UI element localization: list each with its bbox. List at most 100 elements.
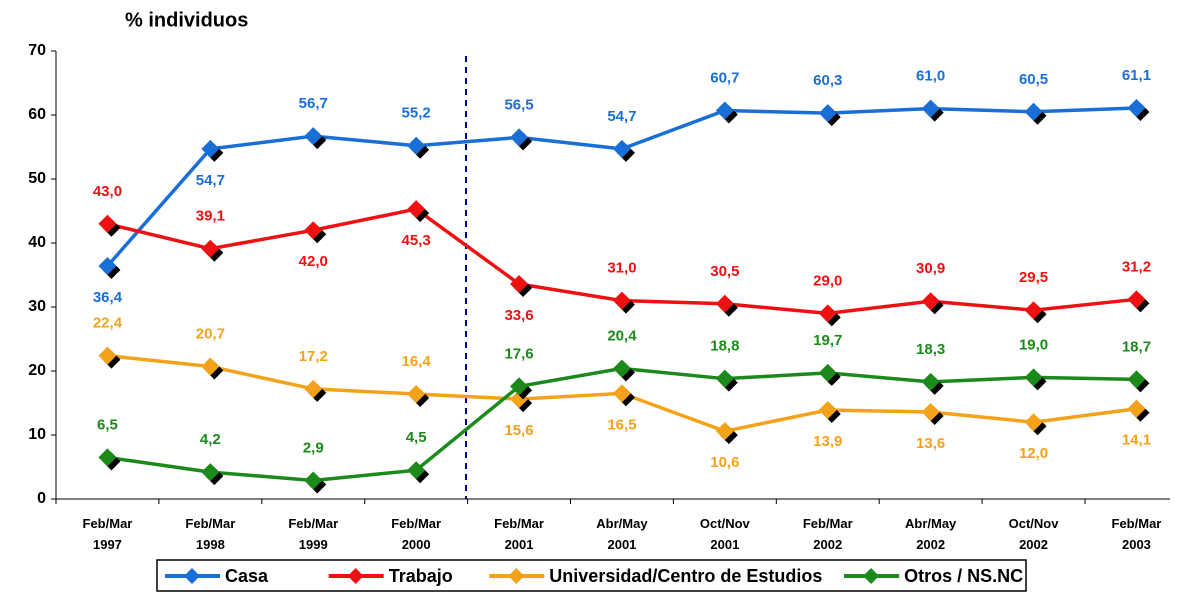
marker [715,422,734,441]
data-label: 16,4 [402,353,432,370]
x-tick-label: Abr/May 2001 [596,516,648,552]
data-label: 54,7 [607,108,636,125]
data-label: 10,6 [710,454,739,471]
data-label: 31,2 [1122,258,1151,275]
y-tick-label: 30 [28,298,46,315]
marker [715,369,734,388]
data-label: 30,9 [916,260,945,277]
legend-marker [184,568,200,584]
data-label: 20,4 [607,327,637,344]
data-label: 15,6 [504,422,533,439]
y-tick-label: 20 [28,362,46,379]
legend-marker [347,568,364,584]
data-label: 60,7 [710,69,739,86]
marker [818,401,837,420]
x-tick-label: Feb/Mar 2002 [803,516,853,552]
data-label: 18,8 [710,338,739,355]
data-label: 19,0 [1019,336,1048,353]
data-label: 54,7 [196,172,225,189]
data-label: 18,3 [916,341,945,358]
marker [1024,301,1043,320]
y-tick-label: 60 [28,106,46,123]
x-tick-label: Feb/Mar 1997 [83,516,133,552]
data-label: 2,9 [303,439,324,456]
marker [98,214,117,233]
data-label: 29,5 [1019,269,1048,286]
marker [98,346,117,365]
x-tick-label: Oct/Nov 2001 [700,516,751,552]
marker [407,461,426,480]
data-label: 56,5 [504,96,533,113]
data-label: 19,7 [813,332,842,349]
legend [156,559,1027,592]
marker [1024,368,1043,387]
marker [818,104,837,123]
legend-marker [863,568,880,584]
data-label: 42,0 [299,253,328,270]
marker [921,372,940,391]
legend-label: Universidad/Centro de Estudios [549,566,822,586]
marker [1024,413,1043,432]
legend-label: Trabajo [389,566,453,586]
marker [201,357,220,376]
data-label: 14,1 [1122,432,1151,449]
data-label: 60,5 [1019,71,1048,88]
marker [304,471,323,490]
marker [407,385,426,404]
data-label: 22,4 [93,315,123,332]
data-label: 31,0 [607,260,636,277]
marker [818,363,837,382]
y-tick-label: 10 [28,426,46,443]
data-label: 13,6 [916,435,945,452]
marker [407,136,426,155]
data-label: 4,5 [406,429,427,446]
data-label: 6,5 [97,416,118,433]
data-label: 13,9 [813,433,842,450]
data-label: 30,5 [710,263,739,280]
data-label: 45,3 [402,232,431,249]
legend-marker [508,568,525,584]
marker [304,379,323,398]
marker [715,101,734,120]
marker [1127,370,1146,389]
marker [98,257,117,276]
marker [612,384,631,403]
data-label: 61,1 [1122,67,1151,84]
x-tick-label: Oct/Nov 2002 [1009,516,1060,552]
data-label: 55,2 [402,105,431,122]
data-label: 61,0 [916,68,945,85]
data-label: 16,5 [607,416,636,433]
marker [304,221,323,240]
x-tick-label: Feb/Mar 2001 [494,516,544,552]
data-label: 36,4 [93,289,123,306]
data-label: 33,6 [504,307,533,324]
data-label: 60,3 [813,72,842,89]
marker [1127,290,1146,309]
series-line [106,106,1137,268]
data-label: 17,6 [504,345,533,362]
x-tick-label: Abr/May 2002 [905,516,957,552]
marker [818,304,837,323]
marker [921,402,940,421]
marker [201,463,220,482]
data-label: 56,7 [299,95,328,112]
marker [921,292,940,311]
marker [921,99,940,118]
data-label: 12,0 [1019,445,1048,462]
marker [98,448,117,467]
marker [201,139,220,158]
x-tick-label: Feb/Mar 1998 [185,516,235,552]
y-tick-label: 50 [28,170,46,187]
marker [510,274,529,293]
marker [612,359,631,378]
data-label: 20,7 [196,325,225,342]
data-label: 4,2 [200,431,221,448]
marker [510,128,529,147]
marker [201,239,220,258]
legend-label: Otros / NS.NC [904,566,1023,586]
legend-label: Casa [225,566,269,586]
marker [510,377,529,396]
x-tick-label: Feb/Mar 2003 [1112,516,1162,552]
x-tick-label: Feb/Mar 2000 [391,516,441,552]
